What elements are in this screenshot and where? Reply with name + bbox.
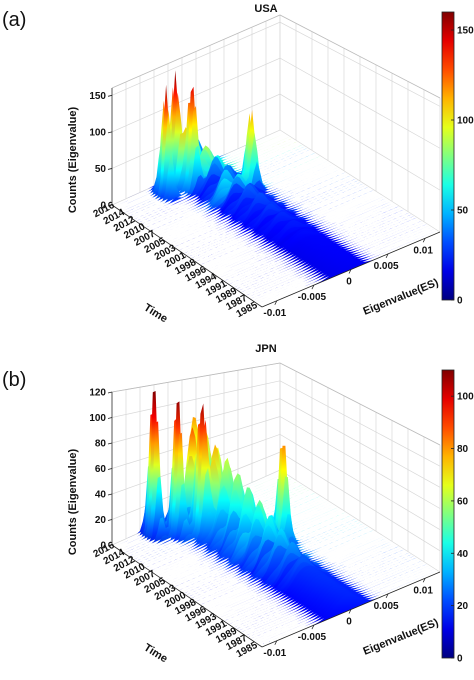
z-tick-label: 120 [89,388,106,399]
time-axis-label: Time [142,642,170,666]
eigen-tick-label: 0 [346,617,352,628]
colorbar-tick-label: 150 [457,26,474,37]
z-axis-label: Counts (Eigenvalue) [67,448,79,555]
z-tick-label: 80 [95,439,107,450]
eigen-tick-label: 0.01 [413,585,433,596]
colorbar: 0 20 40 60 80 100 [441,369,474,665]
colorbar: 0 50 100 150 [441,11,474,307]
z-tick-label: 50 [95,164,107,175]
colorbar-tick-label: 40 [457,549,469,560]
colorbar-tick-label: 60 [457,496,469,507]
colorbar-tick-label: 20 [457,601,469,612]
z-axis: 0 50 100 150 Counts (Eigenvalue) [67,91,113,213]
colorbar-tick-label: 0 [457,296,463,307]
surface-chart-usa: 0 50 100 150 Counts (Eigenvalue) 198519871989… [2,3,474,326]
z-axis-label: Counts (Eigenvalue) [67,106,79,213]
eigen-tick-label: -0.005 [298,632,327,643]
time-axis: 1985198719891991199419961998200120032005… [92,200,263,326]
eigen-tick-label: 0 [346,277,352,288]
z-axis: 0 20 40 60 80 100 120 Counts (Eigenvalue) [67,388,113,555]
time-axis-label: Time [142,302,170,326]
eigen-tick-label: -0.01 [263,308,286,319]
z-tick-label: 100 [89,127,106,138]
eigen-axis-label: Eigenvalue(ES) [362,277,441,318]
z-tick-label: 40 [95,490,107,501]
eigen-tick-label: -0.005 [298,292,327,303]
eigen-axis-label: Eigenvalue(ES) [362,617,441,658]
colorbar-tick-label: 100 [457,116,474,127]
colorbar-tick-label: 80 [457,444,469,455]
chart-title: USA [254,3,277,15]
z-tick-label: 0 [100,201,106,212]
z-tick-label: 20 [95,515,107,526]
surface-chart-jpn: 0 20 40 60 80 100 120 Counts (Eigenvalue) 198519… [2,343,474,666]
panel-usa: 0 50 100 150 Counts (Eigenvalue) 1985 1987 1989… [2,3,474,326]
z-tick-label: 0 [100,541,106,552]
time-axis: 1985198719891991199319961998200020032005… [92,540,263,666]
eigen-tick-label: 0.005 [374,261,399,272]
eigen-tick-label: 0.005 [374,601,399,612]
eigen-tick-label: -0.01 [263,648,286,659]
colorbar-tick-label: 0 [457,654,463,665]
z-tick-label: 150 [89,91,106,102]
surface [112,70,441,308]
eigen-tick-label: 0.01 [413,245,433,256]
z-tick-label: 100 [89,413,106,424]
z-tick-label: 60 [95,464,107,475]
colorbar-tick-label: 100 [457,392,474,403]
surface [112,391,441,648]
panel-label: (b) [2,369,26,391]
chart-title: JPN [255,343,276,355]
colorbar-tick-label: 50 [457,206,469,217]
panel-label: (a) [2,9,26,31]
panel-jpn: 0 20 40 60 80 100 120 Counts (Eigenvalue) 1985 19… [0,340,474,680]
